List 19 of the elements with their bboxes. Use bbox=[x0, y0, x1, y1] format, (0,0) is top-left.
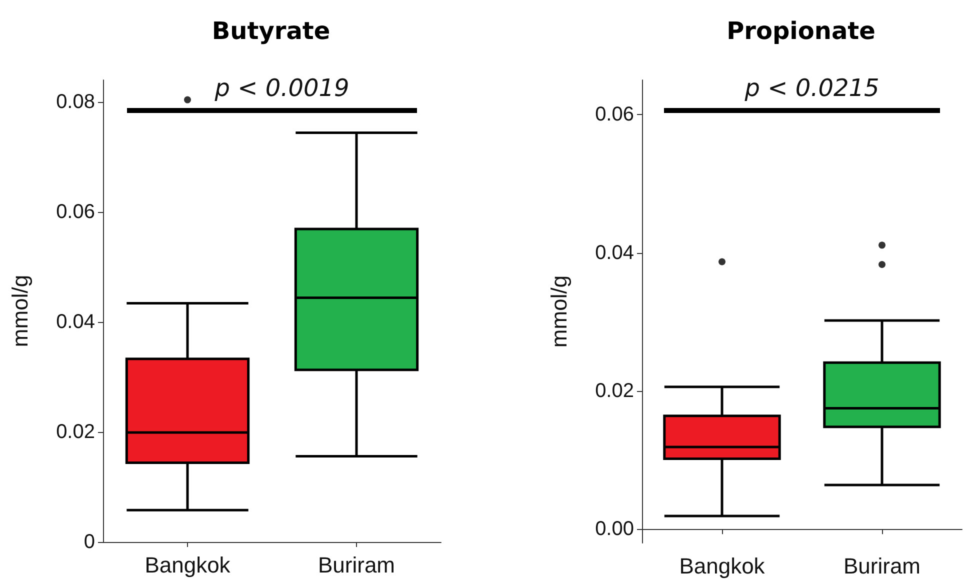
text: 0.00 bbox=[595, 518, 634, 540]
y-tick-label: 0.06 bbox=[595, 104, 634, 126]
x-tick-label: Bangkok bbox=[144, 552, 232, 578]
y-tick-label: 0.08 bbox=[56, 91, 95, 113]
chart-title: Butyrate bbox=[212, 17, 330, 45]
y-tick-label: 0.02 bbox=[595, 380, 634, 402]
x-tick-label: Buriram bbox=[843, 554, 921, 578]
annotation: p < 0.0215 bbox=[744, 74, 880, 102]
y-tick-label: 0.04 bbox=[595, 242, 634, 264]
y-axis-title: mmol/g bbox=[546, 275, 572, 348]
y-tick-label: 0.02 bbox=[56, 421, 95, 443]
x-tick-label: Buriram bbox=[318, 552, 396, 578]
y-tick-label: 0.06 bbox=[56, 201, 95, 223]
x-tick-label: Bangkok bbox=[679, 554, 766, 578]
chart-title: Propionate bbox=[726, 17, 876, 45]
y-axis-title: mmol/g bbox=[8, 274, 32, 348]
y-tick-label: 0 bbox=[84, 531, 95, 553]
y-tick-label: 0.04 bbox=[56, 311, 95, 333]
annotation: p < 0.0019 bbox=[214, 74, 350, 102]
